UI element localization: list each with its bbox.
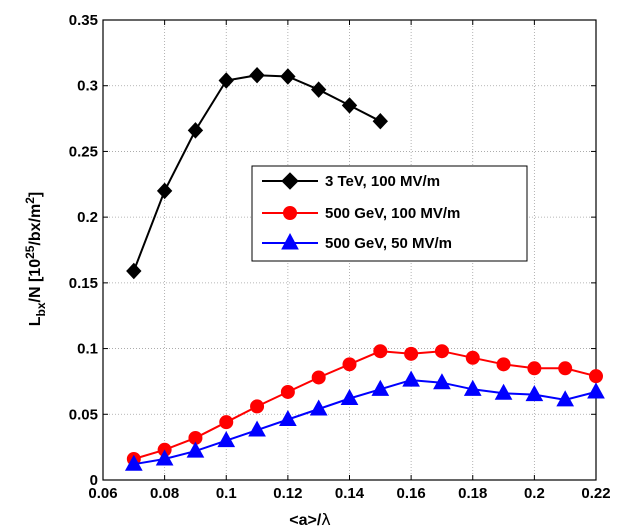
series-2-point-4 <box>250 399 265 414</box>
series-1 <box>126 66 388 280</box>
series-3-point-6 <box>309 399 328 416</box>
series-3 <box>124 370 605 471</box>
y-tick-label-3: 0.15 <box>69 275 98 292</box>
legend-marker-3 <box>281 232 299 250</box>
series-1-point-8 <box>372 112 388 130</box>
series-3-point-5 <box>279 410 297 427</box>
series-2-point-11 <box>465 350 480 365</box>
series-3-point-1 <box>155 449 174 466</box>
series-2-point-14 <box>558 361 573 376</box>
series-1-point-5 <box>280 68 296 85</box>
series-3-point-15 <box>587 382 605 399</box>
series-3-point-4 <box>248 420 266 437</box>
y-axis-label: Lbx/N [1025/bx/m2] <box>23 192 48 327</box>
series-3-point-12 <box>494 383 513 400</box>
x-tick-label-2: 0.1 <box>216 485 237 502</box>
series-3-point-7 <box>340 388 359 406</box>
x-tick-label-1: 0.08 <box>150 485 179 502</box>
y-tick-label-4: 0.2 <box>77 209 98 226</box>
series-1-point-4 <box>249 66 265 84</box>
series-1-point-0 <box>126 262 142 280</box>
series-3-point-14 <box>556 390 575 407</box>
series-3-point-0 <box>124 454 143 471</box>
legend-entry-2: 500 GeV, 100 MV/m <box>262 205 460 222</box>
series-2-point-9 <box>404 346 419 361</box>
series-3-point-2 <box>186 441 205 458</box>
legend-marker-2 <box>283 206 297 220</box>
series-3-point-8 <box>371 379 390 396</box>
series-3-point-3 <box>217 431 236 448</box>
series-2 <box>126 344 603 466</box>
series-2-point-15 <box>589 369 603 384</box>
series-3-point-9 <box>402 370 420 387</box>
x-tick-label-5: 0.16 <box>397 485 426 502</box>
legend-label-2: 500 GeV, 100 MV/m <box>325 205 460 222</box>
series-1-point-6 <box>311 81 327 98</box>
series-3-point-10 <box>433 373 451 390</box>
x-tick-label-6: 0.18 <box>458 485 487 502</box>
series-3-point-11 <box>463 379 482 396</box>
series-2-point-10 <box>434 344 449 359</box>
legend-label-1: 3 TeV, 100 MV/m <box>325 173 440 190</box>
axis-ticks: 0.06 0.08 0.1 0.12 0.14 0.16 0.18 0.2 0.22 0 0.05 0… <box>69 12 611 502</box>
y-tick-label-1: 0.05 <box>69 406 98 423</box>
legend-marker-1 <box>281 172 299 190</box>
series-2-point-5 <box>280 384 295 399</box>
x-axis-label: <a>/λ <box>289 510 331 529</box>
x-tick-label-7: 0.2 <box>524 485 545 502</box>
series-2-point-6 <box>311 370 326 385</box>
series-3-line <box>133 379 597 466</box>
y-tick-label-5: 0.25 <box>69 143 98 160</box>
y-tick-label-6: 0.3 <box>77 78 98 95</box>
series-3-point-13 <box>525 385 544 402</box>
series-2-line <box>133 350 597 460</box>
series-1-point-2 <box>187 122 204 139</box>
series-2-point-12 <box>496 357 511 372</box>
x-tick-label-8: 0.22 <box>581 485 610 502</box>
series-1-point-7 <box>341 97 358 114</box>
series-2-point-8 <box>373 344 388 359</box>
x-tick-label-4: 0.14 <box>335 485 365 502</box>
x-tick-label-0: 0.06 <box>88 485 117 502</box>
legend-entry-3: 500 GeV, 50 MV/m <box>262 232 452 252</box>
x-tick-label-3: 0.12 <box>273 485 302 502</box>
series-2-point-13 <box>527 361 542 376</box>
series-2-point-7 <box>342 357 357 372</box>
legend-label-3: 500 GeV, 50 MV/m <box>325 235 452 252</box>
series-1-point-3 <box>218 72 234 89</box>
y-tick-label-7: 0.35 <box>69 12 98 29</box>
y-tick-label-0: 0 <box>90 472 98 489</box>
series-1-point-1 <box>156 182 173 200</box>
series-layer <box>124 66 605 471</box>
series-2-point-3 <box>219 415 234 430</box>
y-tick-label-2: 0.1 <box>77 341 98 358</box>
legend: 3 TeV, 100 MV/m 500 GeV, 100 MV/m 500 Ge… <box>251 165 528 262</box>
legend-entry-1: 3 TeV, 100 MV/m <box>262 172 440 190</box>
